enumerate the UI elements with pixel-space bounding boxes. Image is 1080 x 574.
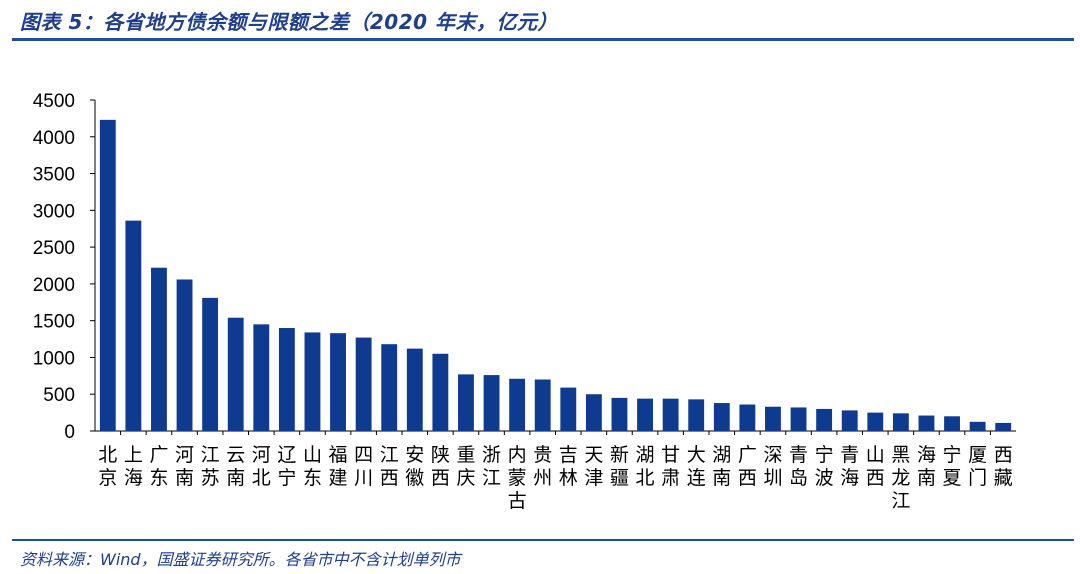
bar (534, 379, 551, 431)
bar (509, 378, 526, 431)
bar (585, 394, 602, 431)
x-tick-label: 山西 (866, 444, 885, 489)
x-tick-label: 浙江 (482, 444, 501, 489)
x-tick-label: 江西 (380, 444, 399, 489)
bar (892, 413, 909, 431)
bar (918, 415, 935, 431)
source-note: 资料来源：Wind，国盛证券研究所。各省市中不含计划单列市 (20, 550, 461, 569)
chart-title: 图表 5：各省地方债余额与限额之差（2020 年末，亿元） (20, 10, 559, 34)
bar (790, 407, 807, 431)
y-tick-label: 3000 (33, 201, 75, 222)
x-tick-label: 四川 (354, 444, 373, 489)
bar (330, 333, 346, 431)
y-tick-label: 1500 (33, 312, 75, 333)
x-tick-label: 厦门 (968, 444, 987, 489)
x-tick-label: 甘肃 (661, 444, 680, 489)
bar (944, 416, 960, 431)
bar (662, 398, 679, 431)
y-tick-label: 3500 (33, 165, 75, 186)
x-tick-label: 吉林 (559, 444, 578, 489)
title-divider (12, 38, 1074, 41)
x-tick-label: 天津 (584, 444, 603, 489)
y-tick-label: 0 (64, 422, 75, 443)
y-tick-label: 2000 (33, 275, 75, 296)
y-tick-label: 4000 (33, 128, 75, 149)
bar (867, 412, 884, 431)
x-tick-label: 深圳 (763, 444, 782, 489)
x-tick-label: 上海 (124, 444, 143, 489)
x-tick-label: 河北 (252, 444, 271, 489)
bar (381, 344, 398, 431)
bar-chart: 0 500 1000 1500 2000 2500 3000 3500 4000 4500 北京上… (33, 91, 1016, 512)
bar (995, 422, 1012, 431)
x-tick-label: 湖北 (636, 444, 655, 489)
x-tick-label: 内蒙古 (508, 444, 527, 512)
bar (304, 332, 321, 431)
bar (202, 297, 219, 431)
bar (458, 374, 474, 431)
bar (637, 398, 653, 431)
x-tick-label: 西藏 (994, 444, 1013, 489)
bar (765, 406, 781, 431)
y-tick-label: 1000 (33, 348, 75, 369)
bar (841, 410, 858, 431)
bar (99, 119, 116, 432)
x-tick-label: 广西 (738, 444, 757, 489)
bar (278, 328, 295, 431)
bar (432, 353, 449, 431)
bar (816, 408, 833, 431)
y-tick-label: 500 (43, 385, 75, 406)
bar (739, 404, 756, 431)
bar (125, 220, 142, 431)
x-tick-label: 河南 (175, 444, 194, 489)
x-tick-label: 贵州 (533, 444, 552, 489)
y-tick-label: 4500 (33, 91, 75, 112)
x-tick-label: 大连 (687, 444, 706, 489)
bar (483, 375, 500, 431)
bar (227, 317, 244, 431)
bar (406, 348, 423, 431)
x-tick-label: 广东 (149, 444, 168, 489)
x-tick-label: 宁夏 (943, 444, 962, 489)
x-tick-label: 福建 (329, 444, 348, 489)
bar (253, 324, 270, 431)
y-tick-label: 2500 (33, 238, 75, 259)
bar (969, 421, 986, 431)
x-tick-label: 重庆 (456, 444, 475, 489)
x-axis-labels: 北京上海广东河南江苏云南河北辽宁山东福建四川江西安徽陕西重庆浙江内蒙古贵州吉林天… (98, 431, 1013, 512)
footer-divider (12, 539, 1074, 541)
x-tick-label: 黑龙江 (891, 444, 910, 512)
bar (151, 267, 167, 431)
bar (355, 337, 372, 431)
x-tick-label: 北京 (98, 444, 117, 489)
x-tick-label: 安徽 (405, 444, 424, 489)
x-tick-label: 湖南 (712, 444, 731, 489)
x-tick-label: 云南 (226, 444, 245, 489)
x-tick-label: 新疆 (610, 444, 629, 489)
x-tick-label: 海南 (917, 444, 936, 489)
x-tick-label: 陕西 (431, 444, 450, 489)
bar (176, 279, 193, 431)
bar (688, 399, 705, 431)
bar (560, 387, 577, 431)
x-tick-label: 青岛 (789, 444, 808, 489)
x-tick-label: 宁波 (815, 444, 834, 489)
x-tick-label: 辽宁 (277, 444, 296, 489)
x-tick-label: 青海 (840, 444, 859, 489)
x-tick-label: 山东 (303, 444, 322, 489)
bar-series (99, 119, 1012, 432)
bar (611, 397, 628, 431)
x-tick-label: 江苏 (201, 444, 220, 489)
bar (713, 403, 730, 431)
